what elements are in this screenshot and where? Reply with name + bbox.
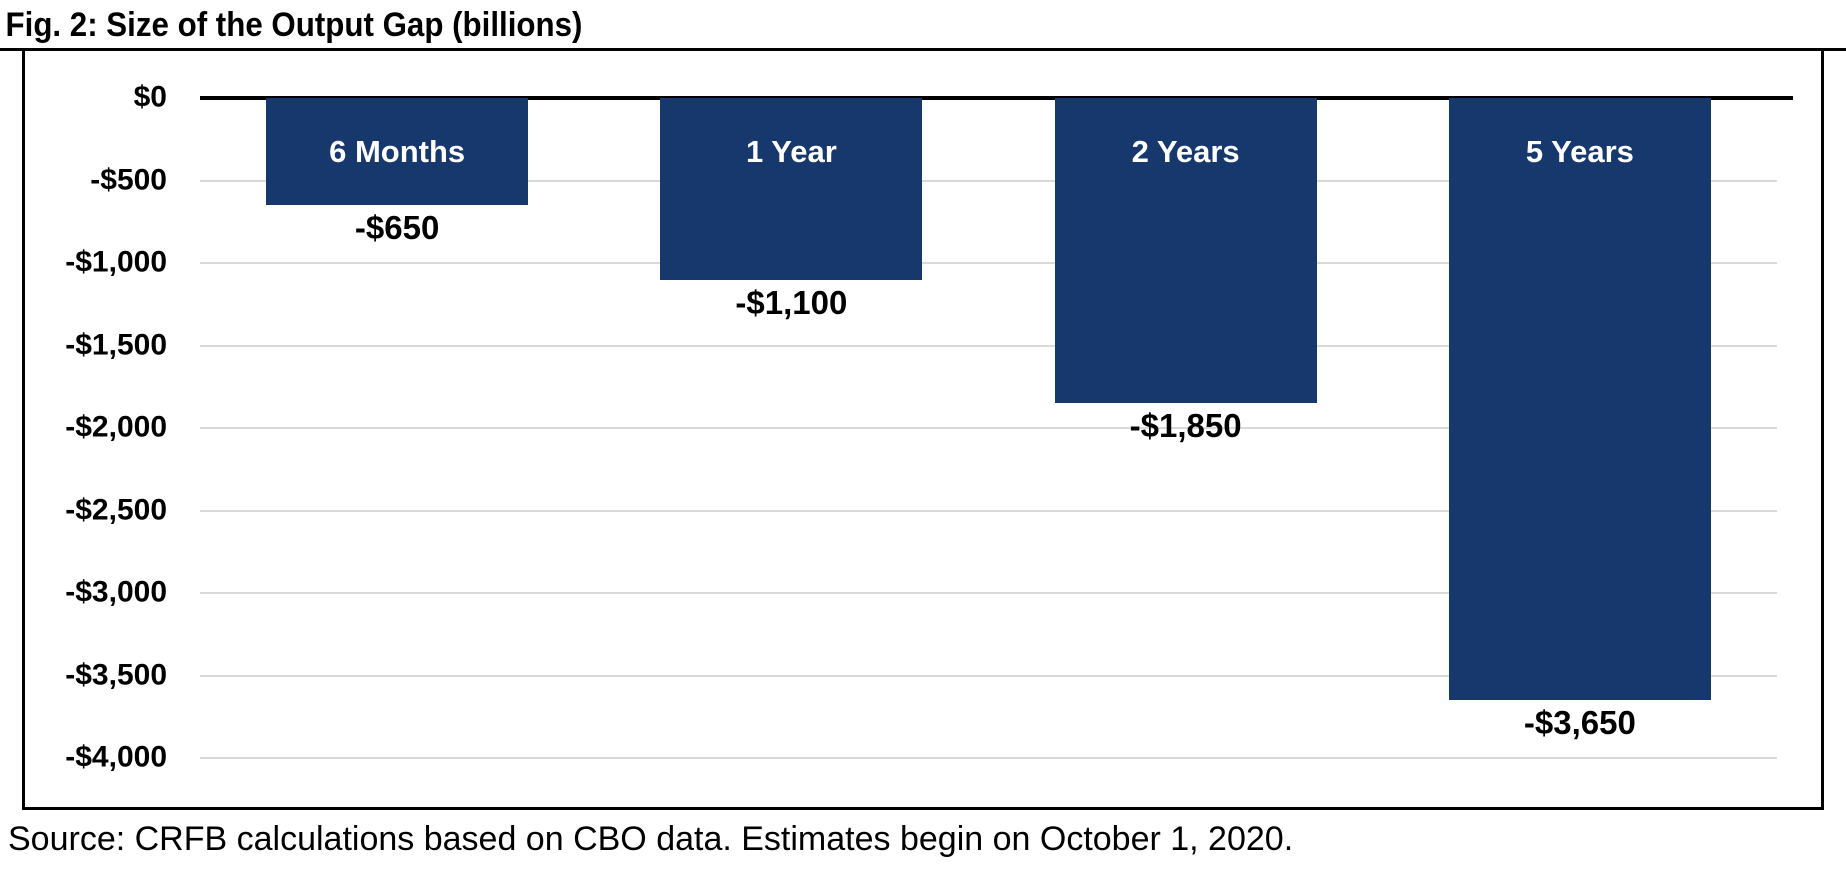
bar-category-label: 1 Year <box>745 134 837 169</box>
y-axis-tick-label: -$4,000 <box>65 740 167 774</box>
y-axis-tick-label: $0 <box>133 80 167 114</box>
gridline <box>200 179 1777 182</box>
bar-2-years: 2 Years <box>1054 98 1317 404</box>
y-axis-tick-label: -$2,500 <box>65 492 167 526</box>
gridline <box>200 592 1777 594</box>
y-axis-tick-label: -$500 <box>90 162 167 196</box>
chart-frame: $0 -$500 -$1,000 -$1,500 -$2,000 -$2,500 -$3,0… <box>22 51 1824 810</box>
gridline <box>200 757 1777 759</box>
bar-1-year: 1 Year <box>660 98 923 280</box>
y-axis-tick-label: -$1,500 <box>65 327 167 361</box>
zero-axis-line <box>200 96 1793 100</box>
bar-value-label: -$650 <box>354 209 440 247</box>
gridline <box>200 344 1777 347</box>
bar-category-label: 2 Years <box>1131 134 1240 169</box>
bar-category-label: 6 Months <box>329 134 466 169</box>
gridline <box>200 674 1777 677</box>
gridline <box>200 262 1777 264</box>
bar-value-label: -$1,100 <box>735 283 848 321</box>
y-axis-tick-label: -$1,000 <box>65 245 167 279</box>
bar-value-label: -$3,650 <box>1523 704 1636 742</box>
bar-5-years: 5 Years <box>1448 98 1711 701</box>
bar-6-months: 6 Months <box>266 98 529 206</box>
y-axis-tick-label: -$3,000 <box>65 575 167 609</box>
bar-value-label: -$1,850 <box>1129 407 1242 445</box>
gridline <box>200 427 1777 429</box>
gridline <box>200 509 1777 512</box>
chart-title: Fig. 2: Size of the Output Gap (billions… <box>5 6 583 44</box>
y-axis-tick-label: -$3,500 <box>65 657 167 691</box>
bar-category-label: 5 Years <box>1525 134 1634 169</box>
y-axis-tick-label: -$2,000 <box>65 410 167 444</box>
y-axis-labels: $0 -$500 -$1,000 -$1,500 -$2,000 -$2,500 -$3,0… <box>25 51 167 807</box>
plot-area: 6 Months -$650 1 Year -$1,100 2 Years -$1,850… <box>200 96 1793 759</box>
source-note: Source: CRFB calculations based on CBO d… <box>8 820 1294 858</box>
title-underline <box>0 48 1846 51</box>
